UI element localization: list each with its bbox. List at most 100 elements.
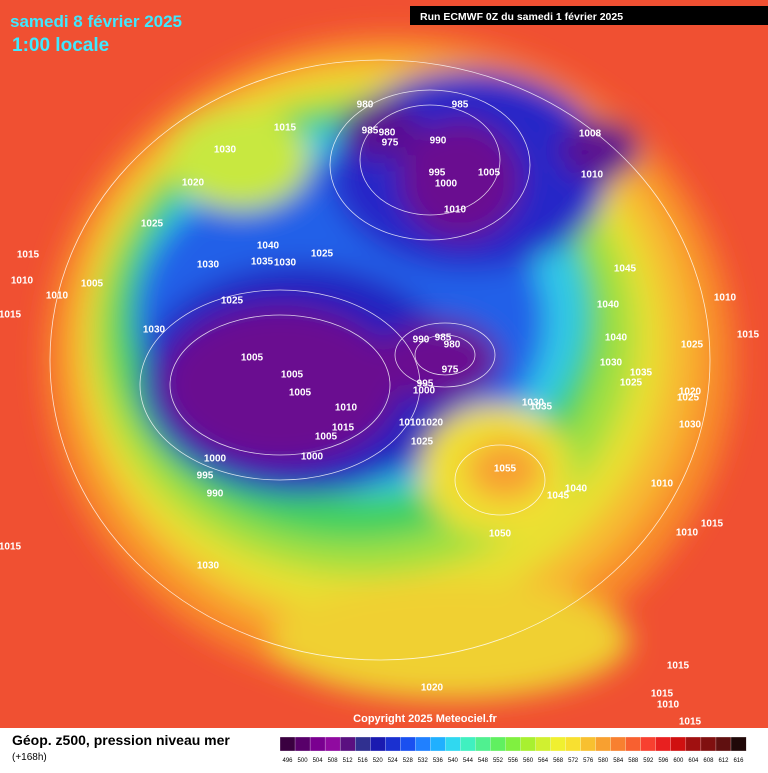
isobar-label: 1025 [677,393,700,404]
isobar-label: 1015 [651,689,674,700]
isobar-label: 985 [435,333,452,344]
legend-label: 560 [523,758,534,764]
isobar-label: 1015 [332,423,355,434]
isobar-label: 1010 [714,293,737,304]
run-box [410,6,768,25]
legend-label: 552 [493,758,504,764]
isobar-label: 975 [382,138,399,149]
isobar-label: 1025 [141,219,164,230]
legend-swatch [309,736,326,752]
isobar-label: 1005 [289,388,312,399]
isobar-label: 1015 [679,717,702,728]
isobar-label: 1000 [435,179,458,190]
isobar-label: 1010 [399,418,422,429]
legend-label: 564 [538,758,549,764]
legend-swatch [445,736,461,752]
legend-swatch [430,736,446,752]
isobar-label: 1040 [597,300,620,311]
legend-swatch [625,736,642,752]
title: samedi 8 février 2025 [10,12,182,31]
isobar-label: 1015 [737,330,760,341]
legend-swatch [700,736,717,752]
isobar-label: 1020 [182,178,205,189]
local-time: 1:00 locale [12,35,109,56]
isobar-label: 1010 [46,291,69,302]
legend-label: 544 [463,758,474,764]
legend-label: 616 [733,758,744,764]
legend-swatch [610,736,627,752]
legend-label: 588 [628,758,639,764]
isobar-label: 1015 [274,123,297,134]
isobar-label: 975 [442,365,459,376]
isobar-label: 1015 [701,519,724,530]
isobar-label: 1010 [444,205,467,216]
legend-swatch [339,736,356,752]
isobar-label: 1010 [11,276,34,287]
footer-title: Géop. z500, pression niveau mer [12,732,230,748]
run-info: Run ECMWF 0Z du samedi 1 février 2025 [420,11,623,23]
isobar-label: 1020 [421,418,444,429]
isobar-label: 1030 [522,398,545,409]
legend-swatch [324,736,341,752]
isobar-label: 1045 [614,264,637,275]
legend-swatch [279,736,296,752]
legend-label: 592 [643,758,654,764]
isobar-label: 1055 [494,464,517,475]
legend-swatch [475,736,491,752]
isobar-label: 1025 [221,296,244,307]
legend-swatch [550,736,567,752]
legend-swatch [730,736,747,752]
isobar-label: 1005 [241,353,264,364]
isobar-label: 980 [444,340,461,351]
color-legend: 496 500 504 508 512 516 520 524 528 532 536 540 544 5… [279,736,747,764]
legend-swatch [655,736,672,752]
isobar-label: 1005 [478,168,501,179]
legend-label: 548 [478,758,489,764]
isobar-label: 1010 [657,700,680,711]
legend-swatch [640,736,657,752]
legend-swatch [685,736,702,752]
isobar-label: 1035 [251,257,274,268]
legend-swatch [400,736,416,752]
isobar-label: 1005 [81,279,104,290]
isobar-label: 990 [207,489,224,500]
isobar-label: 1030 [679,420,702,431]
isobar-label: 1025 [681,340,704,351]
legend-label: 540 [448,758,459,764]
legend-swatch [505,736,521,752]
isobar-label: 1025 [620,378,643,389]
legend-label: 600 [673,758,684,764]
isobar-label: 1030 [197,561,220,572]
isobar-label: 1030 [600,358,623,369]
legend-label: 608 [703,758,714,764]
isobar-label: 1040 [257,241,280,252]
legend-label: 508 [328,758,339,764]
legend-label: 528 [403,758,414,764]
isobar-label: 990 [413,335,430,346]
isobar-label: 1015 [17,250,40,261]
geopotential-field [45,35,735,700]
legend-swatch [385,736,401,752]
isobar-label: 1030 [214,145,237,156]
isobar-label: 1000 [413,386,436,397]
legend-swatch [490,736,506,752]
legend-label: 612 [718,758,729,764]
legend-swatch [565,736,582,752]
isobar-label: 990 [430,136,447,147]
legend-label: 568 [553,758,564,764]
isobar-label: 995 [197,471,214,482]
isobar-label: 1010 [676,528,699,539]
isobars [49,59,711,661]
lead-time: (+168h) [12,752,47,763]
legend-swatch [460,736,476,752]
isobar-label: 1035 [630,368,653,379]
legend-label: 520 [373,758,384,764]
legend-label: 572 [568,758,579,764]
isobar-label: 1005 [281,370,304,381]
isobar-label: 980 [357,100,374,111]
isobar-label: 1040 [605,333,628,344]
isobar-label: 1000 [204,454,227,465]
legend-label: 496 [283,758,294,764]
